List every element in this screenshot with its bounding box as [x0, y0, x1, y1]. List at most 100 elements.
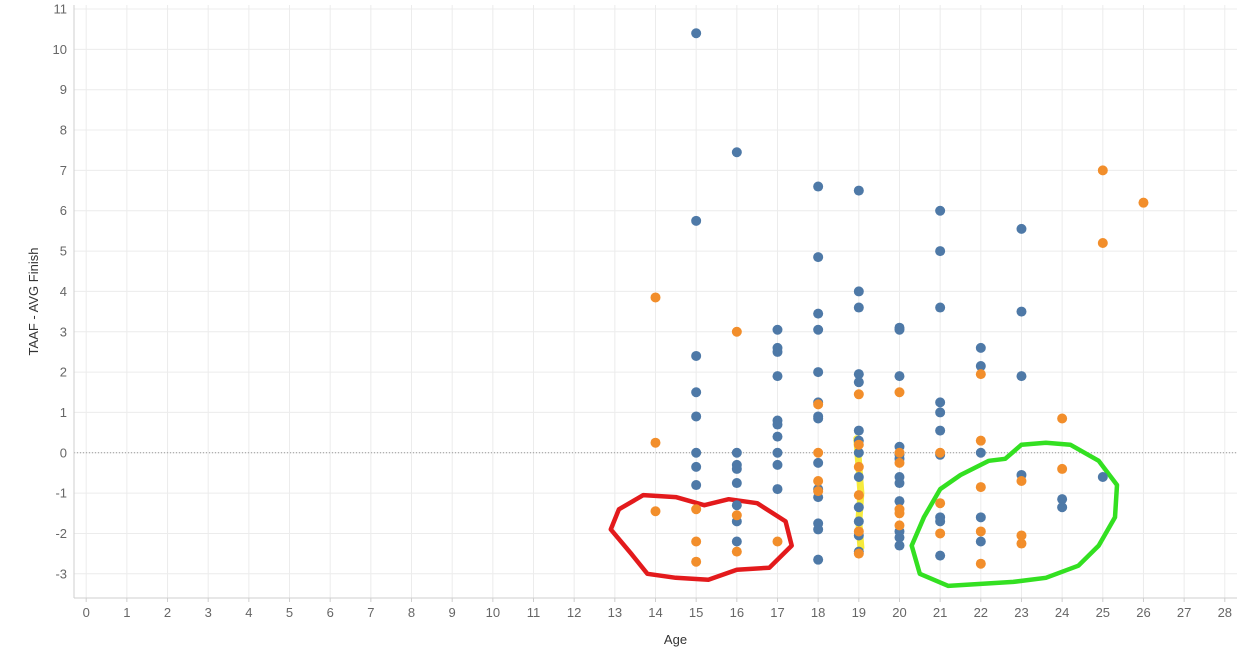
- data-point: [975, 482, 986, 493]
- data-point: [894, 371, 905, 382]
- data-point: [853, 526, 864, 537]
- x-tick-label: 21: [933, 605, 947, 620]
- data-point: [853, 461, 864, 472]
- y-tick-label: 7: [60, 163, 67, 178]
- data-point: [731, 546, 742, 557]
- x-tick-label: 25: [1096, 605, 1110, 620]
- x-tick-label: 19: [852, 605, 866, 620]
- data-point: [975, 512, 986, 523]
- x-tick-label: 13: [608, 605, 622, 620]
- data-point: [1016, 223, 1027, 234]
- data-point: [691, 350, 702, 361]
- x-tick-label: 20: [892, 605, 906, 620]
- x-tick-label: 6: [327, 605, 334, 620]
- data-point: [1097, 471, 1108, 482]
- data-point: [894, 532, 905, 543]
- data-point: [975, 526, 986, 537]
- data-point: [894, 387, 905, 398]
- data-point: [650, 292, 661, 303]
- data-point: [813, 252, 824, 263]
- x-tick-label: 22: [974, 605, 988, 620]
- data-point: [772, 324, 783, 335]
- data-point: [772, 419, 783, 430]
- x-tick-label: 3: [205, 605, 212, 620]
- data-point: [691, 387, 702, 398]
- data-point: [975, 342, 986, 353]
- x-tick-label: 4: [245, 605, 252, 620]
- data-point: [853, 389, 864, 400]
- data-point: [1016, 476, 1027, 487]
- y-tick-label: 6: [60, 203, 67, 218]
- y-tick-label: 1: [60, 405, 67, 420]
- y-tick-label: 10: [53, 42, 67, 57]
- data-point: [894, 447, 905, 458]
- x-axis-title: Age: [664, 632, 687, 647]
- data-point: [691, 536, 702, 547]
- data-point: [894, 496, 905, 507]
- x-tick-label: 28: [1218, 605, 1232, 620]
- data-point: [1097, 238, 1108, 249]
- data-point: [853, 502, 864, 513]
- x-tick-label: 5: [286, 605, 293, 620]
- x-tick-label: 0: [83, 605, 90, 620]
- data-point: [1057, 463, 1068, 474]
- data-point: [1057, 413, 1068, 424]
- data-point: [853, 439, 864, 450]
- data-point: [853, 286, 864, 297]
- data-point: [853, 490, 864, 501]
- data-point: [935, 407, 946, 418]
- data-point: [935, 550, 946, 561]
- x-tick-label: 15: [689, 605, 703, 620]
- data-point: [650, 437, 661, 448]
- data-point: [1097, 165, 1108, 176]
- data-point: [853, 471, 864, 482]
- data-point: [935, 528, 946, 539]
- data-point: [813, 399, 824, 410]
- y-tick-label: -1: [55, 486, 67, 501]
- data-point: [853, 425, 864, 436]
- data-point: [691, 215, 702, 226]
- data-point: [772, 484, 783, 495]
- x-tick-label: 23: [1014, 605, 1028, 620]
- x-tick-label: 18: [811, 605, 825, 620]
- y-tick-label: 2: [60, 365, 67, 380]
- data-point: [813, 324, 824, 335]
- data-point: [975, 369, 986, 380]
- data-point: [935, 425, 946, 436]
- data-point: [813, 367, 824, 378]
- data-point: [935, 498, 946, 509]
- data-point: [894, 457, 905, 468]
- data-point: [935, 447, 946, 458]
- data-point: [853, 447, 864, 458]
- data-point: [772, 431, 783, 442]
- x-tick-label: 27: [1177, 605, 1191, 620]
- data-point: [935, 397, 946, 408]
- data-points: [650, 28, 1149, 569]
- x-tick-label: 11: [527, 605, 541, 620]
- y-tick-label: 9: [60, 82, 67, 97]
- data-point: [731, 147, 742, 158]
- x-tick-label: 9: [449, 605, 456, 620]
- data-point: [813, 524, 824, 535]
- data-point: [1138, 197, 1149, 208]
- x-tick-label: 26: [1136, 605, 1150, 620]
- y-tick-label: 5: [60, 244, 67, 259]
- data-point: [772, 536, 783, 547]
- y-tick-label: -3: [55, 566, 67, 581]
- data-point: [935, 302, 946, 313]
- data-point: [853, 302, 864, 313]
- data-point: [813, 181, 824, 192]
- data-point: [975, 361, 986, 372]
- data-point: [1057, 494, 1068, 505]
- data-point: [813, 447, 824, 458]
- data-point: [813, 457, 824, 468]
- data-point: [853, 516, 864, 527]
- data-point: [935, 516, 946, 527]
- data-point: [853, 548, 864, 559]
- annotation-freehand-loop: [909, 440, 1120, 589]
- data-point: [731, 536, 742, 547]
- y-tick-label: 3: [60, 324, 67, 339]
- data-point: [1016, 530, 1027, 541]
- data-point: [853, 185, 864, 196]
